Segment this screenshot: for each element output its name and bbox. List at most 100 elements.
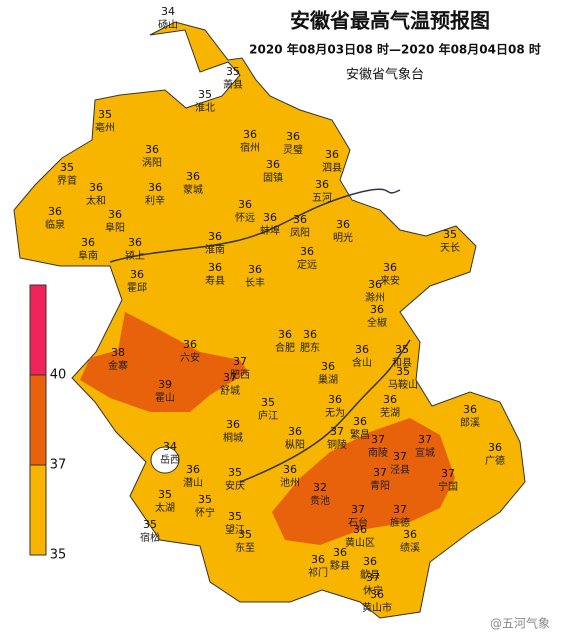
station-temp: 35 xyxy=(98,108,112,121)
river xyxy=(109,188,401,263)
legend-label: 37 xyxy=(50,458,67,473)
station-name: 淮南 xyxy=(205,243,225,256)
station-temp: 36 xyxy=(186,170,200,183)
station-temp: 35 xyxy=(228,466,242,479)
station-temp: 37 xyxy=(393,503,407,516)
station-name: 黄山区 xyxy=(345,536,375,549)
station-name: 蒙城 xyxy=(183,183,203,196)
station-name: 长丰 xyxy=(245,276,265,289)
station-temp: 36 xyxy=(208,230,222,243)
station-name: 怀远 xyxy=(235,212,255,224)
station-name: 利辛 xyxy=(145,194,165,207)
station-temp: 35 xyxy=(238,528,252,541)
station-name: 巢湖 xyxy=(318,373,338,386)
legend-swatch xyxy=(29,374,47,466)
station-name: 广德 xyxy=(485,454,505,467)
station-name: 宣城 xyxy=(415,446,435,459)
station-temp: 36 xyxy=(183,338,197,351)
station-temp: 36 xyxy=(403,528,417,541)
station-name: 繁昌 xyxy=(350,428,370,441)
station-temp: 37 xyxy=(330,425,344,438)
station-temp: 35 xyxy=(261,396,275,409)
station-temp: 36 xyxy=(370,588,384,601)
station-temp: 35 xyxy=(396,365,410,378)
station-temp: 36 xyxy=(321,360,335,373)
station-temp: 36 xyxy=(283,463,297,476)
legend-label: 35 xyxy=(50,548,67,563)
station-temp: 37 xyxy=(393,450,407,463)
station-name: 霍山 xyxy=(155,392,175,404)
station-name: 桐城 xyxy=(223,431,243,444)
station-temp: 36 xyxy=(303,328,317,341)
station-name: 五河 xyxy=(312,192,332,204)
station-name: 马鞍山 xyxy=(388,378,418,391)
station-temp: 36 xyxy=(368,278,382,291)
station-temp: 35 xyxy=(143,518,157,531)
station-name: 天长 xyxy=(440,242,460,254)
station-temp: 36 xyxy=(130,268,144,281)
station-temp: 36 xyxy=(383,393,397,406)
station-name: 歙县 xyxy=(360,568,380,581)
station-temp: 36 xyxy=(463,403,477,416)
station-name: 涡阳 xyxy=(142,157,162,169)
station-temp: 36 xyxy=(353,523,367,536)
station-temp: 38 xyxy=(111,346,125,359)
station-temp: 36 xyxy=(325,148,339,161)
station-name: 泗县 xyxy=(322,162,342,174)
station-temp: 36 xyxy=(288,425,302,438)
station-temp: 37 xyxy=(366,571,380,584)
station-name: 无为 xyxy=(325,407,345,419)
title: 安徽省最高气温预报图 xyxy=(290,9,490,33)
station-temp: 36 xyxy=(336,218,350,231)
station-name: 休宁 xyxy=(363,584,383,597)
station-name: 固镇 xyxy=(263,171,283,184)
station-temp: 36 xyxy=(311,553,325,566)
station-name: 肥东 xyxy=(300,341,320,354)
province xyxy=(13,21,526,619)
station-temp: 36 xyxy=(208,261,222,274)
station-name: 亳州 xyxy=(95,121,115,134)
station-temp: 37 xyxy=(223,371,237,384)
date-line: 2020 年08月03日08 时—2020 年08月04日08 时 xyxy=(249,42,541,57)
station-temp: 35 xyxy=(198,493,212,506)
station-temp: 36 xyxy=(248,263,262,276)
station-name: 庐江 xyxy=(258,409,278,422)
station-temp: 34 xyxy=(161,5,175,18)
station-temp: 35 xyxy=(228,510,242,523)
station-temp: 36 xyxy=(186,463,200,476)
station-temp: 34 xyxy=(163,440,177,453)
station-temp: 32 xyxy=(313,481,327,494)
station-name: 阜阳 xyxy=(105,221,125,234)
station-name: 太和 xyxy=(86,194,106,207)
station-name: 潜山 xyxy=(183,476,203,489)
river xyxy=(239,339,411,483)
station-temp: 36 xyxy=(81,236,95,249)
station-name: 宿松 xyxy=(140,531,160,544)
station-name: 和县 xyxy=(392,357,412,369)
station-temp: 36 xyxy=(370,303,384,316)
station-temp: 35 xyxy=(395,343,409,356)
station-name: 全椒 xyxy=(367,316,387,329)
station-temp: 35 xyxy=(158,488,172,501)
station-temp: 36 xyxy=(488,441,502,454)
station-name: 金寨 xyxy=(108,359,128,372)
station-temp: 36 xyxy=(263,211,277,224)
station-temp: 39 xyxy=(158,378,172,391)
station-temp: 37 xyxy=(233,355,247,368)
watermark: @五河气象 xyxy=(490,616,550,631)
station-name: 合肥 xyxy=(275,341,295,354)
station-name: 滁州 xyxy=(365,291,385,304)
station-temp: 36 xyxy=(300,245,314,258)
station-name: 安庆 xyxy=(225,479,245,492)
station-temp: 36 xyxy=(128,236,142,249)
temp-zone-high xyxy=(80,312,248,412)
station-temp: 36 xyxy=(363,555,377,568)
station-name: 舒城 xyxy=(220,384,240,397)
station-name: 岳西 xyxy=(160,454,180,466)
station-name: 祁门 xyxy=(308,566,328,579)
station-temp: 36 xyxy=(383,261,397,274)
station-name: 南陵 xyxy=(368,446,388,459)
station-name: 望江 xyxy=(225,523,245,536)
station-name: 铜陵 xyxy=(327,439,347,451)
